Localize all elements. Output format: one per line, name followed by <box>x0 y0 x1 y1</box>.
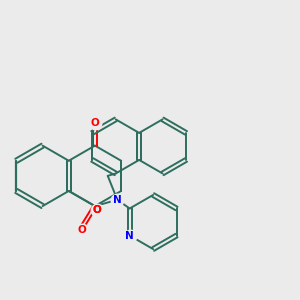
Text: O: O <box>78 225 87 235</box>
Text: N: N <box>125 230 134 241</box>
Text: N: N <box>113 195 122 205</box>
Text: O: O <box>92 206 101 215</box>
Text: O: O <box>92 206 101 215</box>
Text: O: O <box>91 118 99 128</box>
